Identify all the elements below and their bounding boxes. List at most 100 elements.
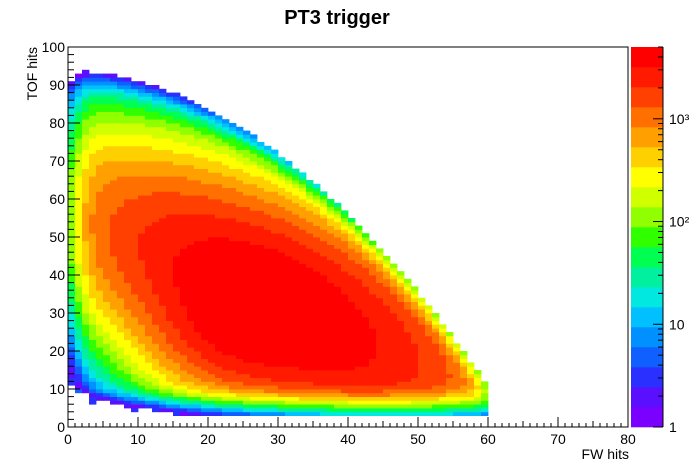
heatmap-bin (138, 305, 146, 310)
heatmap-bin (376, 267, 384, 272)
heatmap-bin (152, 290, 160, 295)
heatmap-bin (243, 195, 251, 200)
heatmap-bin (348, 297, 356, 302)
heatmap-bin (362, 358, 370, 363)
heatmap-bin (215, 221, 223, 226)
y-tick-label: 40 (49, 267, 65, 283)
heatmap-bin (208, 347, 216, 352)
heatmap-bin (222, 161, 230, 166)
heatmap-bin (138, 335, 146, 340)
heatmap-bin (411, 297, 419, 302)
heatmap-bin (334, 354, 342, 359)
heatmap-bin (236, 256, 244, 261)
heatmap-bin (159, 161, 167, 166)
heatmap-bin (404, 278, 412, 283)
heatmap-bin (215, 210, 223, 215)
heatmap-bin (313, 286, 321, 291)
heatmap-bin (201, 301, 209, 306)
heatmap-bin (152, 221, 160, 226)
heatmap-bin (89, 301, 97, 306)
heatmap-bin (89, 202, 97, 207)
heatmap-bin (264, 221, 272, 226)
heatmap-bin (222, 396, 230, 401)
heatmap-bin (75, 134, 83, 139)
heatmap-bin (187, 157, 195, 162)
heatmap-bin (418, 400, 426, 405)
heatmap-bin (166, 126, 174, 131)
heatmap-bin (257, 161, 265, 166)
heatmap-bin (145, 138, 153, 143)
heatmap-bin (278, 206, 286, 211)
heatmap-bin (68, 332, 76, 337)
heatmap-bin (439, 328, 447, 333)
heatmap-bin (348, 389, 356, 394)
heatmap-bin (397, 305, 405, 310)
heatmap-bin (173, 366, 181, 371)
heatmap-bin (334, 252, 342, 257)
heatmap-bin (306, 294, 314, 299)
heatmap-bin (124, 294, 132, 299)
heatmap-bin (460, 400, 468, 405)
heatmap-bin (187, 176, 195, 181)
heatmap-bin (236, 187, 244, 192)
heatmap-bin (82, 115, 90, 120)
heatmap-bin (271, 282, 279, 287)
heatmap-bin (131, 187, 139, 192)
heatmap-bin (411, 366, 419, 371)
heatmap-bin (117, 286, 125, 291)
heatmap-bin (411, 381, 419, 386)
heatmap-bin (208, 237, 216, 242)
heatmap-bin (264, 392, 272, 397)
heatmap-bin (278, 301, 286, 306)
heatmap-bin (173, 263, 181, 268)
heatmap-bin (194, 164, 202, 169)
heatmap-bin (131, 256, 139, 261)
heatmap-bin (474, 400, 482, 405)
heatmap-bin (271, 305, 279, 310)
color-scale-swatch (631, 67, 663, 88)
heatmap-bin (187, 400, 195, 405)
heatmap-bin (306, 237, 314, 242)
heatmap-bin (82, 210, 90, 215)
heatmap-bin (348, 316, 356, 321)
heatmap-bin (439, 354, 447, 359)
heatmap-bin (236, 305, 244, 310)
heatmap-bin (341, 316, 349, 321)
heatmap-bin (138, 161, 146, 166)
heatmap-bin (145, 385, 153, 390)
heatmap-bin (348, 275, 356, 280)
heatmap-bin (173, 214, 181, 219)
heatmap-bin (208, 210, 216, 215)
heatmap-bin (432, 377, 440, 382)
heatmap-bin (173, 278, 181, 283)
heatmap-bin (187, 320, 195, 325)
heatmap-bin (229, 210, 237, 215)
heatmap-bin (152, 96, 160, 101)
heatmap-bin (320, 195, 328, 200)
heatmap-bin (320, 347, 328, 352)
heatmap-bin (299, 191, 307, 196)
heatmap-bin (103, 85, 111, 90)
heatmap-bin (152, 138, 160, 143)
heatmap-bin (180, 370, 188, 375)
heatmap-bin (138, 358, 146, 363)
heatmap-bin (236, 153, 244, 158)
heatmap-bin (215, 411, 223, 416)
heatmap-bin (124, 301, 132, 306)
heatmap-bin (145, 187, 153, 192)
heatmap-bin (75, 328, 83, 333)
heatmap-bin (187, 332, 195, 337)
heatmap-bin (173, 221, 181, 226)
heatmap-bin (355, 324, 363, 329)
heatmap-bin (222, 339, 230, 344)
heatmap-bin (68, 244, 76, 249)
heatmap-bin (138, 240, 146, 245)
heatmap-bin (236, 358, 244, 363)
heatmap-bin (264, 354, 272, 359)
heatmap-bin (82, 332, 90, 337)
heatmap-bin (138, 297, 146, 302)
heatmap-bin (152, 392, 160, 397)
heatmap-bin (292, 275, 300, 280)
heatmap-bin (75, 343, 83, 348)
heatmap-bin (390, 389, 398, 394)
